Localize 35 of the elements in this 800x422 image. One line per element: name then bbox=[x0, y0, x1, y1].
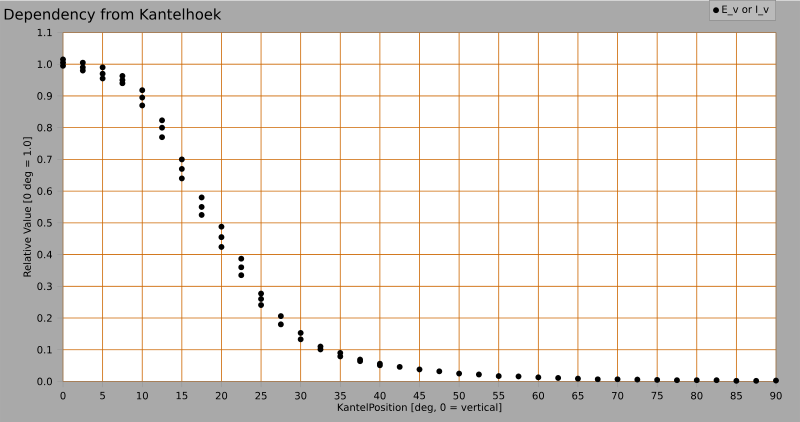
x-tick-label: 90 bbox=[770, 392, 782, 400]
y-tick-label: 1.0 bbox=[38, 60, 52, 68]
x-tick-label: 55 bbox=[493, 392, 504, 400]
legend-label: E_v or I_v bbox=[722, 5, 769, 16]
x-tick-label: 20 bbox=[216, 392, 228, 400]
x-tick-label: 60 bbox=[532, 392, 544, 400]
x-tick-label: 65 bbox=[572, 392, 584, 400]
y-tick-label: 0.1 bbox=[37, 346, 52, 354]
x-tick-label: 30 bbox=[295, 392, 306, 400]
y-axis-title: Relative Value [0 deg = 1.0] bbox=[23, 137, 33, 276]
y-tick-label: 0.5 bbox=[37, 218, 52, 226]
x-tick-label: 45 bbox=[414, 392, 425, 400]
x-tick-label: 80 bbox=[691, 392, 702, 400]
x-tick-label: 0 bbox=[60, 392, 66, 400]
x-tick-label: 85 bbox=[730, 392, 742, 400]
y-tick-label: 0.7 bbox=[37, 155, 52, 163]
y-tick-label: 1.1 bbox=[38, 28, 52, 36]
x-tick-label: 10 bbox=[136, 392, 148, 400]
y-tick-label: 0.9 bbox=[37, 92, 52, 100]
y-tick-label: 0.0 bbox=[37, 377, 52, 386]
y-tick-label: 0.3 bbox=[37, 282, 52, 290]
y-tick-label: 0.2 bbox=[37, 314, 52, 322]
x-tick-label: 75 bbox=[652, 392, 663, 400]
x-tick-label: 25 bbox=[255, 392, 267, 400]
x-tick-label: 70 bbox=[612, 392, 624, 400]
y-tick-label: 0.6 bbox=[37, 187, 52, 195]
x-tick-label: 50 bbox=[454, 392, 465, 400]
x-tick-label: 40 bbox=[374, 392, 386, 400]
x-tick-label: 5 bbox=[100, 392, 105, 400]
chart-title: Dependency from Kantelhoek bbox=[4, 8, 222, 22]
x-tick-label: 15 bbox=[176, 392, 188, 400]
y-tick-label: 0.4 bbox=[37, 250, 52, 258]
y-tick-label: 0.8 bbox=[37, 124, 52, 132]
x-axis-title: KantelPosition [deg, 0 = vertical] bbox=[338, 403, 502, 413]
x-tick-label: 35 bbox=[334, 392, 346, 400]
